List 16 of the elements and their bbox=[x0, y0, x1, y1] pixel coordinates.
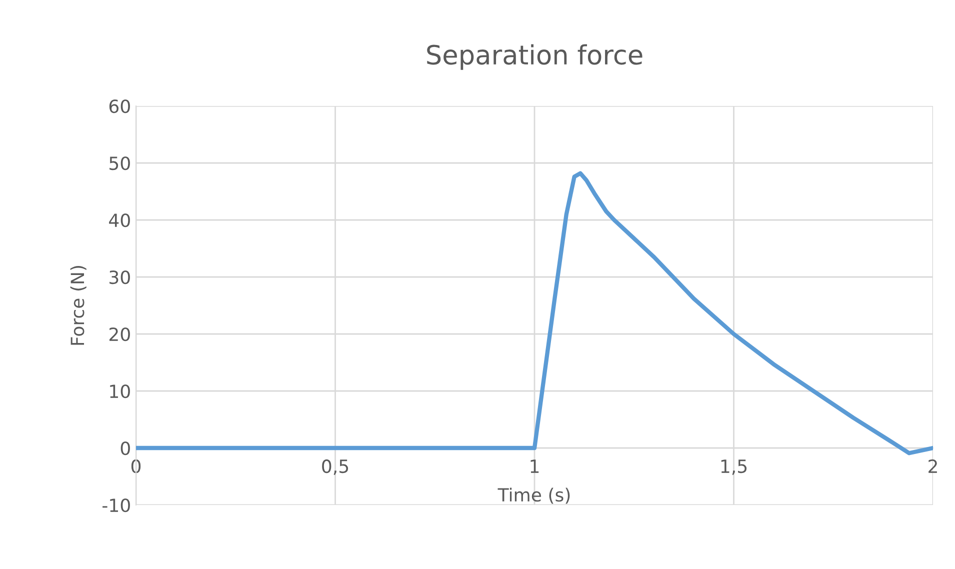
y-tick-label: -10 bbox=[102, 498, 130, 512]
x-tick-label: 1 bbox=[530, 460, 539, 473]
x-tick-label: 2 bbox=[928, 459, 937, 473]
y-tick-label: 10 bbox=[110, 384, 130, 398]
y-tick-label: 60 bbox=[109, 99, 130, 114]
y-tick-label: 50 bbox=[110, 156, 130, 170]
y-axis-title: Force (N) bbox=[70, 266, 86, 345]
y-tick-label: 30 bbox=[110, 270, 130, 284]
x-tick-label: 1,5 bbox=[721, 460, 747, 475]
x-tick-label: 0,5 bbox=[322, 459, 348, 475]
chart-title: Separation force bbox=[427, 44, 642, 70]
y-tick-label: 40 bbox=[109, 213, 130, 228]
y-tick-label: 0 bbox=[120, 441, 130, 456]
y-tick-label: 20 bbox=[109, 327, 130, 342]
x-axis-title: Time (s) bbox=[498, 488, 570, 504]
line-series bbox=[136, 171, 933, 456]
